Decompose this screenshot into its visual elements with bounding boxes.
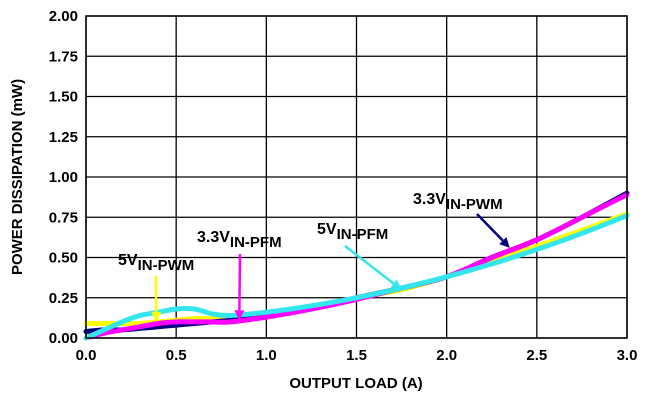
y-tick-labels: 0.00 0.25 0.50 0.75 1.00 1.25 1.50 1.75 2.00 — [49, 8, 78, 347]
x-tick-label: 1.5 — [346, 347, 367, 364]
annotation-arrowhead — [499, 237, 510, 248]
y-tick-label: 0.00 — [49, 330, 78, 347]
y-tick-label: 0.50 — [49, 250, 78, 267]
y-axis-label: POWER DISSIPATION (mW) — [9, 79, 26, 275]
plot-frame — [85, 15, 628, 339]
series-lines — [83, 190, 630, 341]
x-tick-label: 2.5 — [526, 347, 547, 364]
annotation-arrow — [344, 245, 395, 285]
y-tick-label: 0.25 — [49, 290, 78, 307]
y-tick-label: 1.00 — [49, 169, 78, 186]
x-axis-label: OUTPUT LOAD (A) — [289, 375, 422, 392]
annotation-arrowhead — [151, 311, 162, 322]
y-tick-label: 1.25 — [49, 129, 78, 146]
annotation-arrowhead — [390, 279, 402, 290]
annotation-label: 3.3VIN-PFM — [197, 229, 282, 251]
x-tick-label: 1.0 — [256, 347, 277, 364]
annotation-arrow — [238, 253, 242, 311]
annotation-label: 5VIN-PFM — [317, 221, 388, 243]
series-line-3-3v-in-pfm — [83, 192, 630, 341]
y-tick-label: 2.00 — [49, 8, 78, 25]
x-tick-labels: 0.0 0.5 1.0 1.5 2.0 2.5 3.0 — [76, 347, 638, 364]
x-tick-label: 0.0 — [76, 347, 97, 364]
y-tick-label: 1.50 — [49, 89, 78, 106]
annotation-arrow — [476, 213, 504, 242]
x-tick-label: 2.0 — [436, 347, 457, 364]
y-tick-label: 1.75 — [49, 48, 78, 65]
x-tick-label: 0.5 — [166, 347, 187, 364]
y-tick-label: 0.75 — [49, 209, 78, 226]
x-tick-label: 3.0 — [617, 347, 638, 364]
series-line-5v-in-pfm — [83, 213, 630, 341]
grid — [85, 15, 628, 339]
annotation-arrowhead — [234, 310, 245, 321]
annotation-label: 3.3VIN-PWM — [413, 191, 503, 213]
annotation-label: 5VIN-PWM — [118, 252, 194, 274]
